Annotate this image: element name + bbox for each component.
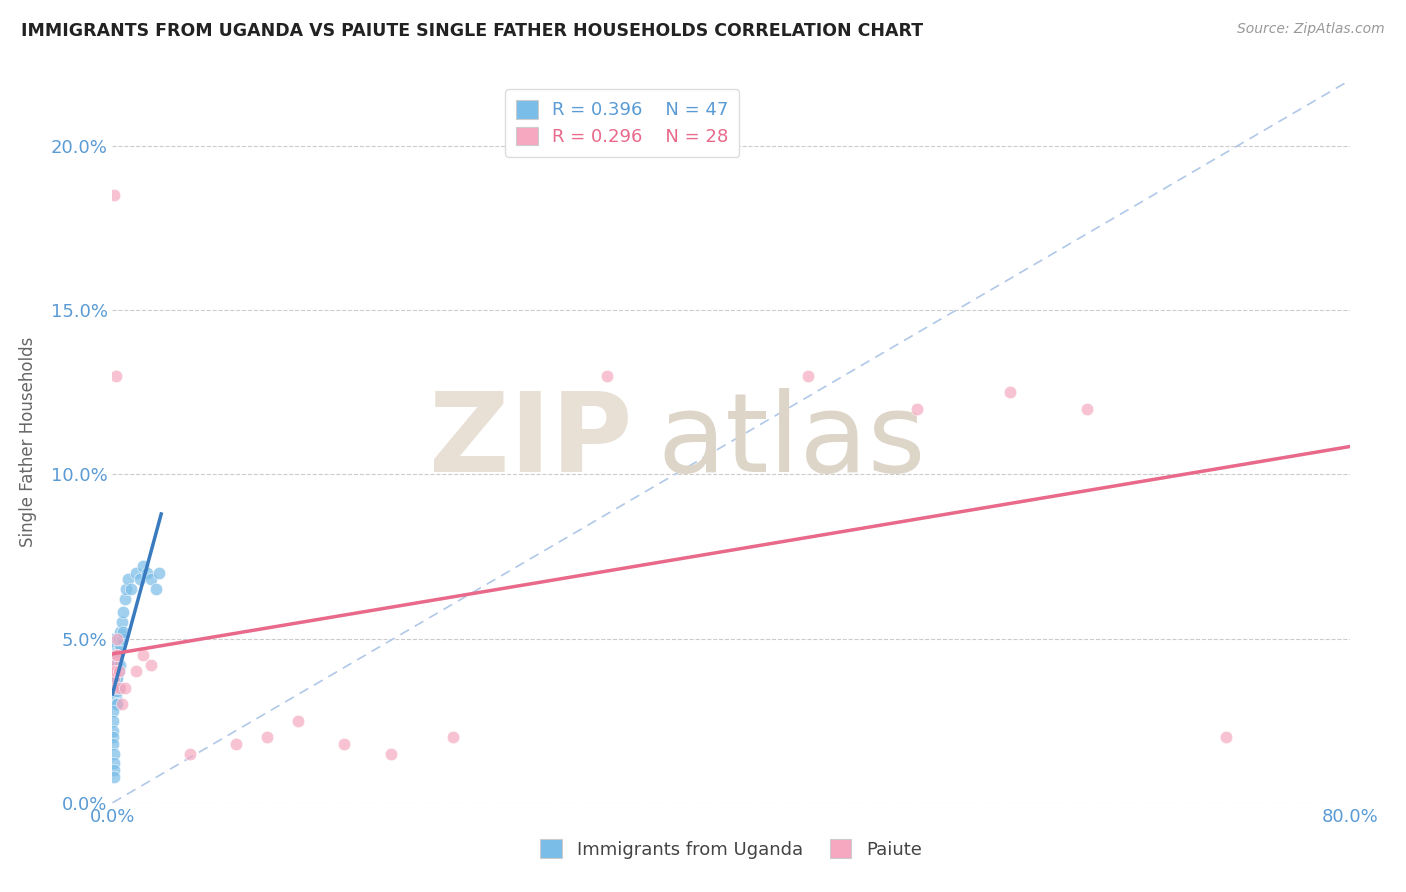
Point [114, 681, 136, 695]
Y-axis label: Single Father Households: Single Father Households [18, 336, 37, 547]
Point [104, 665, 127, 679]
Point [135, 566, 157, 580]
Point [256, 730, 278, 744]
Point [124, 665, 148, 679]
Point [141, 573, 163, 587]
Point [905, 401, 928, 416]
Point [104, 698, 127, 712]
Point [141, 657, 163, 672]
Point [596, 368, 619, 383]
Point [112, 605, 135, 619]
Point [111, 698, 134, 712]
Point [287, 714, 309, 728]
Point [111, 615, 134, 630]
Point [103, 747, 125, 761]
Point [104, 638, 127, 652]
Point [111, 632, 134, 646]
Point [103, 188, 125, 202]
Point [179, 747, 201, 761]
Point [103, 737, 125, 751]
Point [104, 665, 127, 679]
Point [110, 657, 132, 672]
Point [797, 368, 820, 383]
Point [104, 648, 127, 662]
Point [104, 690, 127, 705]
Point [105, 632, 128, 646]
Point [104, 671, 127, 685]
Point [101, 681, 124, 695]
Point [998, 385, 1021, 400]
Point [103, 648, 125, 662]
Point [103, 681, 125, 695]
Point [115, 582, 138, 597]
Point [117, 573, 139, 587]
Point [104, 368, 127, 383]
Point [120, 582, 142, 597]
Point [1215, 730, 1237, 744]
Point [132, 559, 155, 574]
Point [103, 730, 125, 744]
Point [101, 704, 124, 718]
Point [103, 756, 125, 771]
Point [107, 681, 129, 695]
Point [132, 648, 155, 662]
Point [103, 657, 125, 672]
Point [101, 632, 124, 646]
Point [101, 714, 124, 728]
Point [107, 632, 129, 646]
Legend: Immigrants from Uganda, Paiute: Immigrants from Uganda, Paiute [533, 832, 929, 866]
Point [105, 684, 128, 698]
Point [103, 657, 125, 672]
Text: Source: ZipAtlas.com: Source: ZipAtlas.com [1237, 22, 1385, 37]
Point [110, 638, 132, 652]
Point [101, 723, 124, 738]
Point [105, 671, 128, 685]
Point [105, 698, 128, 712]
Point [145, 582, 167, 597]
Point [112, 625, 135, 640]
Point [104, 651, 127, 665]
Point [124, 566, 148, 580]
Point [148, 566, 170, 580]
Point [103, 770, 125, 784]
Point [105, 648, 128, 662]
Point [333, 737, 356, 751]
Point [380, 747, 402, 761]
Point [107, 645, 129, 659]
Point [103, 671, 125, 685]
Point [110, 681, 132, 695]
Text: IMMIGRANTS FROM UGANDA VS PAIUTE SINGLE FATHER HOUSEHOLDS CORRELATION CHART: IMMIGRANTS FROM UGANDA VS PAIUTE SINGLE … [21, 22, 924, 40]
Text: atlas: atlas [657, 388, 925, 495]
Point [114, 592, 136, 607]
Point [103, 671, 125, 685]
Point [129, 573, 152, 587]
Point [103, 763, 125, 777]
Point [105, 645, 128, 659]
Point [103, 665, 125, 679]
Text: ZIP: ZIP [429, 388, 633, 495]
Point [225, 737, 247, 751]
Point [441, 730, 464, 744]
Point [107, 665, 129, 679]
Point [1076, 401, 1098, 416]
Point [110, 625, 132, 640]
Point [107, 665, 129, 679]
Point [105, 657, 128, 672]
